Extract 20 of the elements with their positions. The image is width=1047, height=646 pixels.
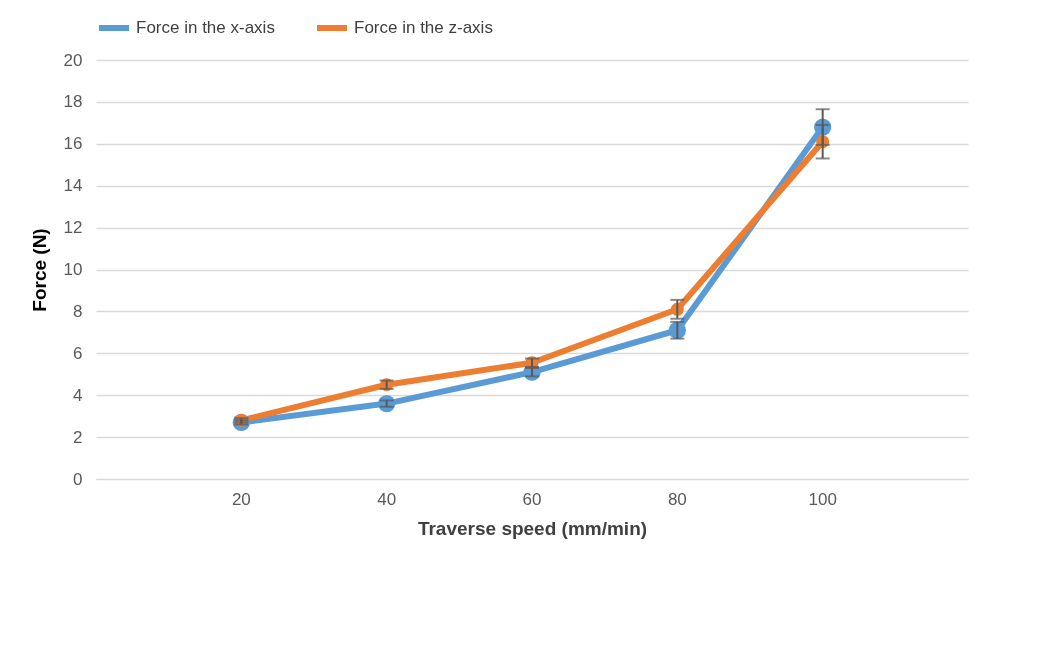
y-tick-label: 14 — [63, 176, 83, 196]
x-axis-title: Traverse speed (mm/min) — [417, 517, 648, 539]
y-tick-label: 12 — [63, 218, 83, 238]
y-tick-label: 6 — [73, 343, 83, 363]
y-tick-label: 20 — [63, 50, 83, 70]
y-tick-label: 16 — [63, 134, 83, 154]
y-tick-label: 10 — [63, 260, 83, 279]
x-tick-label: 40 — [377, 489, 397, 509]
x-tick-label: 80 — [667, 489, 687, 509]
y-tick-label: 0 — [73, 469, 83, 489]
y-tick-label: 8 — [73, 301, 83, 321]
x-tick-label: 100 — [808, 489, 837, 509]
x-tick-label: 60 — [522, 489, 542, 509]
y-axis-title: Force (N) — [28, 228, 50, 312]
y-tick-label: 18 — [63, 92, 83, 112]
y-tick-label: 2 — [73, 427, 83, 447]
legend-label: Force in the z-axis — [354, 18, 493, 37]
x-tick-label: 20 — [231, 489, 251, 509]
legend-label: Force in the x-axis — [136, 18, 275, 37]
y-tick-label: 4 — [73, 385, 83, 405]
